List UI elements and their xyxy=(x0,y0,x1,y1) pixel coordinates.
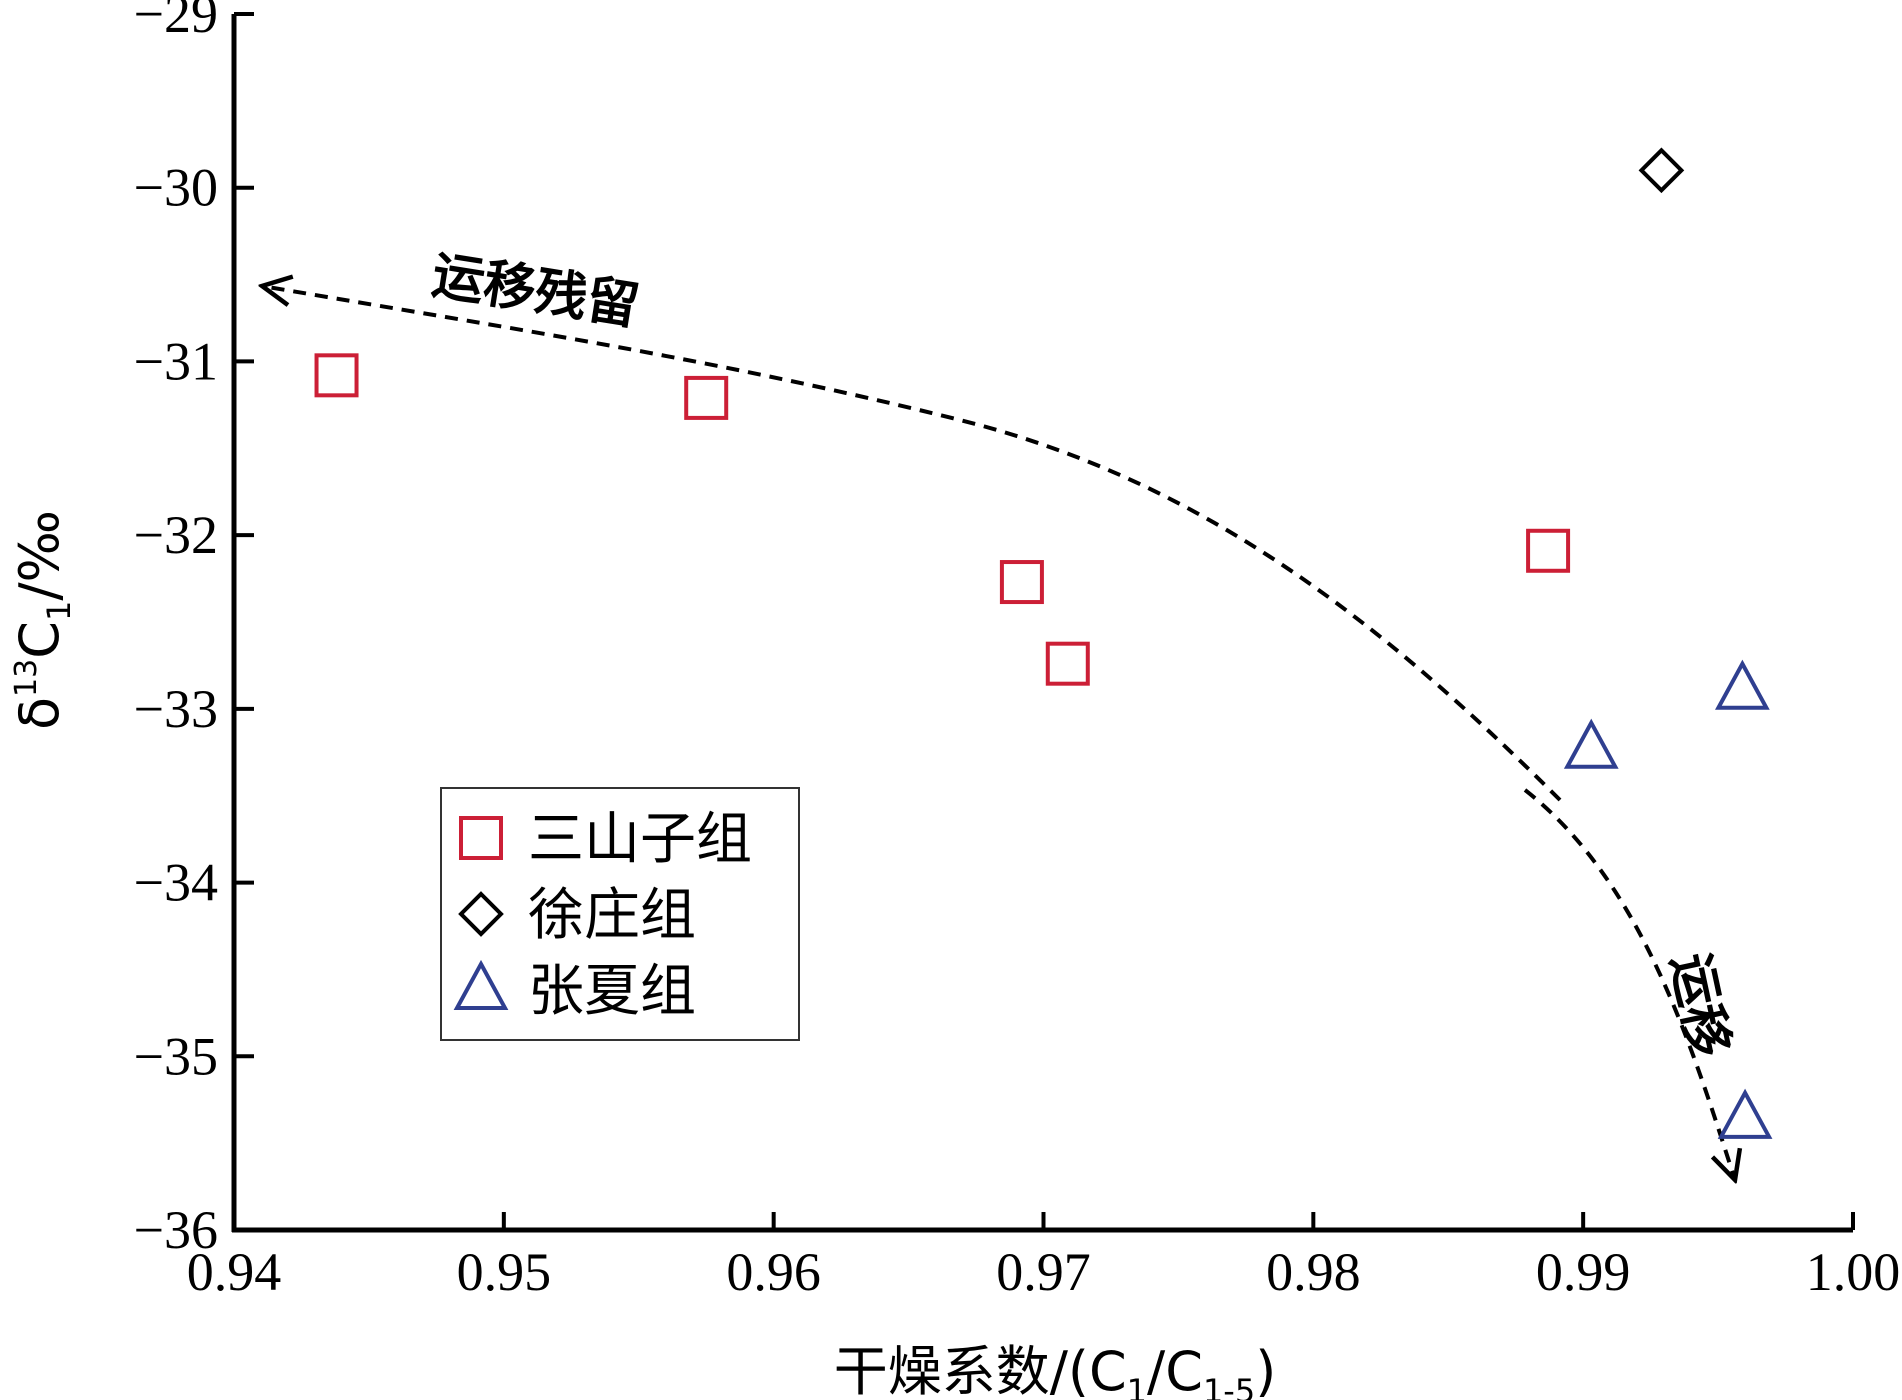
axes xyxy=(231,14,1853,1233)
legend-label: 张夏组 xyxy=(528,959,696,1024)
annotation-migration-residue: 运移残留 xyxy=(428,246,643,338)
square-point xyxy=(999,560,1044,605)
x-tick-label: 0.99 xyxy=(1536,1242,1631,1302)
legend-diamond-symbol xyxy=(458,891,504,937)
x-axis-title: 干燥系数/(C1/C1-5) xyxy=(834,1340,1277,1400)
y-tick-label: −31 xyxy=(134,331,218,391)
migration-residue-arrow xyxy=(262,286,1562,802)
migration-arrow xyxy=(1523,788,1735,1180)
triangle-point xyxy=(1714,659,1770,710)
x-tick-label: 0.97 xyxy=(996,1242,1091,1302)
legend-square-symbol xyxy=(459,816,503,860)
legend-triangle-symbol xyxy=(453,959,509,1010)
y-axis-title: δ13C1/‰ xyxy=(8,510,78,730)
triangle-point xyxy=(1717,1088,1773,1139)
x-tick-label: 0.95 xyxy=(457,1242,552,1302)
legend-label: 徐庄组 xyxy=(528,883,696,948)
triangle-point xyxy=(1563,718,1619,769)
y-tick-label: −32 xyxy=(134,505,218,565)
data-points xyxy=(314,147,1773,1139)
x-ticks: 0.94 0.95 0.96 0.97 0.98 0.99 1.00 xyxy=(187,1212,1901,1302)
square-point xyxy=(314,353,359,398)
square-point xyxy=(1526,528,1571,573)
x-tick-label: 0.94 xyxy=(187,1242,282,1302)
square-point xyxy=(684,375,729,420)
y-tick-label: −36 xyxy=(134,1200,218,1260)
y-tick-label: −34 xyxy=(134,853,218,913)
annotation-migration: 运移 xyxy=(1659,948,1739,1062)
y-tick-label: −29 xyxy=(134,0,218,44)
diamond-point xyxy=(1638,147,1685,194)
y-ticks: −29 −30 −31 −32 −33 −34 −35 −36 xyxy=(134,0,254,1260)
y-tick-label: −35 xyxy=(134,1026,218,1086)
square-point xyxy=(1045,641,1090,686)
y-tick-label: −30 xyxy=(134,158,218,218)
x-tick-label: 0.98 xyxy=(1266,1242,1361,1302)
legend-label: 三山子组 xyxy=(528,807,752,872)
y-tick-label: −33 xyxy=(134,679,218,739)
x-tick-label: 0.96 xyxy=(726,1242,821,1302)
x-tick-label: 1.00 xyxy=(1806,1242,1901,1302)
